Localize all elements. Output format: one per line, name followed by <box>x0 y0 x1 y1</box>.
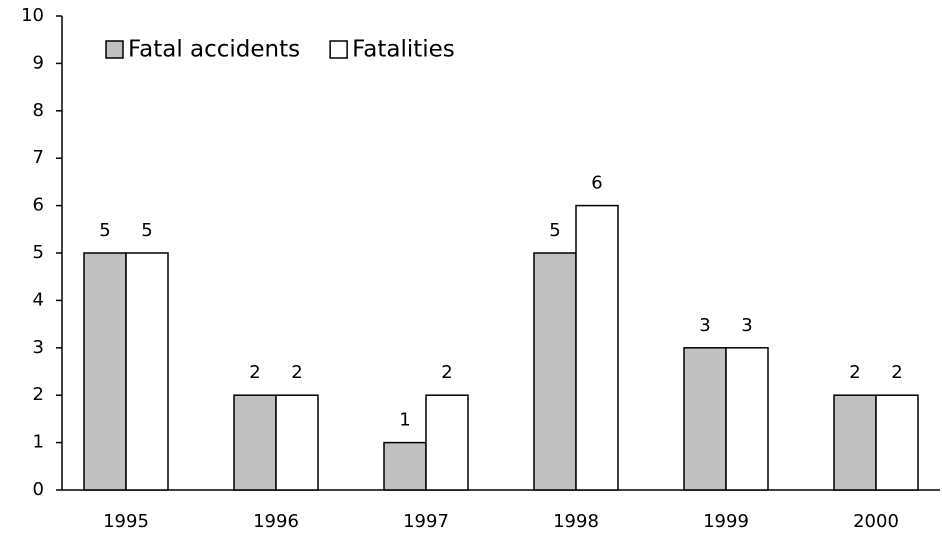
y-tick-label: 5 <box>33 242 44 263</box>
bar <box>425 394 469 491</box>
y-tick-label: 1 <box>33 432 44 453</box>
y-tick-label: 9 <box>33 52 44 73</box>
y-tick-label: 0 <box>33 479 44 500</box>
y-tick-label: 2 <box>33 384 44 405</box>
data-label: 2 <box>849 362 860 383</box>
bar <box>875 394 919 491</box>
bar <box>683 347 727 491</box>
bar <box>833 394 877 491</box>
legend-label: Fatalities <box>352 37 455 63</box>
x-tick-label: 2000 <box>853 511 899 532</box>
data-label: 2 <box>441 362 452 383</box>
data-label: 3 <box>699 315 710 336</box>
data-label: 5 <box>549 220 560 241</box>
x-tick-label: 1997 <box>403 511 449 532</box>
bar <box>83 252 127 491</box>
bar <box>575 204 619 491</box>
x-tick-label: 1999 <box>703 511 749 532</box>
y-tick-label: 6 <box>33 195 44 216</box>
y-tick-label: 3 <box>33 337 44 358</box>
y-tick-label: 10 <box>21 5 44 26</box>
y-tick-label: 7 <box>33 147 44 168</box>
bar <box>383 441 427 491</box>
data-label: 5 <box>141 220 152 241</box>
legend-swatch <box>329 40 348 59</box>
data-label: 2 <box>291 362 302 383</box>
bar <box>275 394 319 491</box>
bar <box>125 252 169 491</box>
x-tick-label: 1996 <box>253 511 299 532</box>
data-label: 2 <box>891 362 902 383</box>
legend-swatch <box>105 40 124 59</box>
data-label: 6 <box>591 173 602 194</box>
x-tick-label: 1998 <box>553 511 599 532</box>
bar <box>725 347 769 491</box>
data-label: 5 <box>99 220 110 241</box>
data-label: 3 <box>741 315 752 336</box>
bar <box>533 252 577 491</box>
data-label: 1 <box>399 410 410 431</box>
bar <box>233 394 277 491</box>
x-tick-label: 1995 <box>103 511 149 532</box>
legend-label: Fatal accidents <box>128 37 300 63</box>
y-tick-label: 8 <box>33 100 44 121</box>
y-tick-label: 4 <box>33 289 44 310</box>
data-label: 2 <box>249 362 260 383</box>
